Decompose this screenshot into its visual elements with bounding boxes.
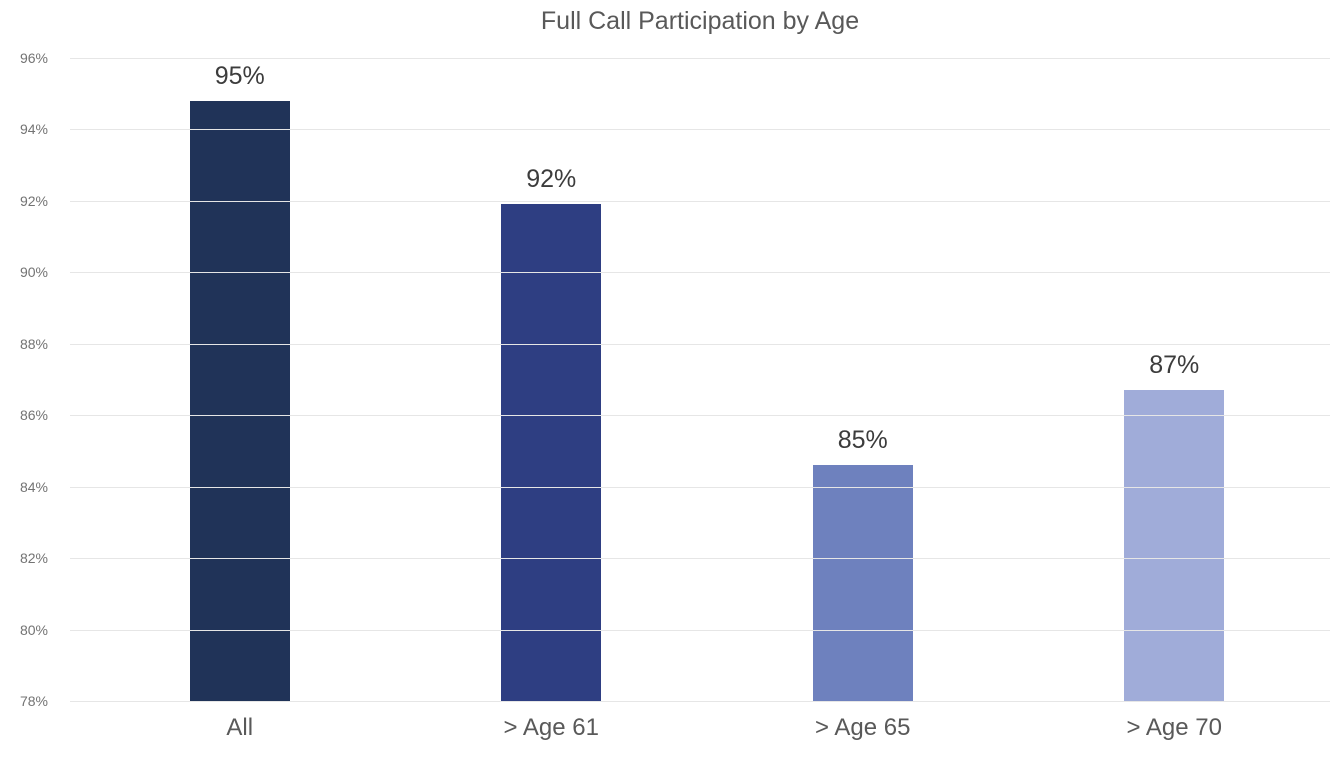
bar-all [189,100,290,701]
x-axis-tick-label: > Age 65 [815,714,911,741]
y-axis-tick-label: 86% [19,407,48,424]
chart-title: Full Call Participation by Age [540,7,860,35]
bar-band: 95% All 92% > Age 61 85% > Age 65 87% > Age 70 [84,58,1330,741]
gridline [70,486,1330,488]
gridline [70,558,1330,560]
gridline [70,701,1330,702]
y-axis-tick-label: 88% [19,335,48,352]
y-axis-tick-label: 94% [19,121,48,138]
x-axis-tick-label: > Age 61 [503,714,599,741]
gridline [70,629,1330,631]
x-axis-tick-label: > Age 70 [1126,714,1222,741]
bar-age-61 [501,204,602,701]
gridline [70,129,1330,131]
y-axis-tick-label: 80% [19,621,48,638]
bar-age-65 [812,465,913,701]
y-axis-tick-label: 96% [19,50,48,66]
y-axis-tick-label: 90% [19,264,48,281]
gridline [70,272,1330,274]
bar-value-label: 85% [837,426,888,455]
bar-value-label: 92% [526,165,577,194]
x-axis-tick-label: All [226,714,254,741]
bar-value-label: 87% [1149,351,1200,380]
gridline [70,343,1330,345]
bar-age-70 [1124,390,1225,701]
y-axis-tick-label: 84% [19,478,48,495]
bar-value-label: 95% [214,61,265,90]
gridline [70,200,1330,202]
y-axis-tick-label: 78% [19,693,48,709]
gridline [70,58,1330,59]
y-axis-tick-label: 92% [19,192,48,209]
gridline [70,415,1330,417]
plot-area: 95% All 92% > Age 61 85% > Age 65 87% > Age 70 … [20,50,1330,741]
y-axis-tick-label: 82% [19,550,48,567]
